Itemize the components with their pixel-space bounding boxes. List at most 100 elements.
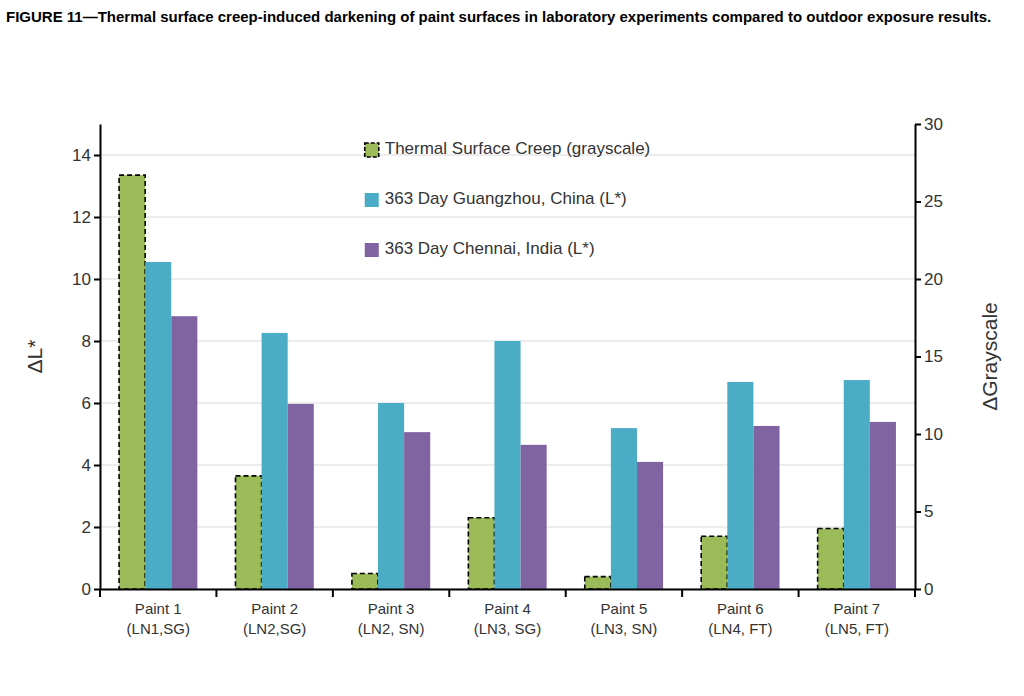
tick-label: 8 [82,332,91,351]
tick-mark [94,403,100,405]
x-axis: Paint 1 (LN1,SG) Paint 2(LN2,SG) Paint 3 (LN… [101,589,916,637]
x-boundary-tick [448,589,450,597]
tick-label: 0 [924,580,933,599]
grid-line [100,279,915,280]
grid-line [100,217,915,218]
bar [870,422,896,589]
tick-label: Paint 2(LN2,SG) [243,600,306,637]
tick-label-line: (LN5, FT) [825,620,889,637]
tick-label-line: (LN1,SG) [127,620,190,637]
tick-label-line: Paint 7 [833,600,880,617]
x-boundary-tick [681,589,683,597]
tick-label-line: Paint 6 [717,600,764,617]
tick-label: 25 [924,192,943,211]
bar [171,316,197,589]
tick-mark [915,201,921,203]
tick-label: 0 [82,580,91,599]
bar [235,476,261,589]
bar [701,536,727,589]
tick-label: 4 [82,456,91,475]
tick-label: 30 [924,115,943,134]
legend-swatch [365,243,379,257]
tick-mark [94,279,100,281]
tick-label: Paint 5(LN3, SN) [591,600,658,637]
tick-label: Paint 3 (LN2, SN) [358,600,425,637]
legend: Thermal Surface Creep (grayscale) 363 Day… [365,139,650,258]
tick-mark [915,434,921,436]
legend-item: 363 Day Chennai, India (L*) [365,239,595,258]
chart-svg: FIGURE 11—Thermal surface creep-induced … [0,0,1024,696]
tick: 12 [72,208,100,227]
tick-label: Paint 1 (LN1,SG) [127,600,190,637]
grid [100,155,915,589]
y2-axis-title: ΔGrayscale [978,302,1001,411]
tick: Paint 5(LN3, SN) [591,589,658,637]
bar [119,175,145,589]
tick-label: 10 [72,270,91,289]
tick: Paint 2(LN2,SG) [243,589,306,637]
bar [468,518,494,589]
x-boundary-tick [99,589,101,597]
tick: Paint 4 (LN3, SG) [474,589,542,637]
bar [585,577,611,589]
tick: Paint 7 (LN5, FT) [825,589,889,637]
tick-label: 20 [924,270,943,289]
bar [288,404,314,589]
tick: 4 [82,456,100,475]
tick-label: Paint 6(LN4, FT) [708,600,772,637]
axis-line [100,125,102,590]
tick-label-line: Paint 2 [251,600,298,617]
bar-series [145,262,870,589]
tick-label-line: Paint 1 [135,600,182,617]
tick: 0 [82,580,100,599]
title-line: FIGURE 11—Thermal surface creep-induced … [6,8,991,25]
x-boundary-tick [914,589,916,597]
tick-label: 12 [72,208,91,227]
bar [844,380,870,589]
tick-label: Paint 7 (LN5, FT) [825,600,889,637]
tick-mark [94,527,100,529]
bar [637,462,663,589]
tick-mark [94,155,100,157]
tick: 10 [72,270,100,289]
tick-label: 14 [72,146,91,165]
bar [611,428,637,589]
bar-series [171,316,896,589]
bar [521,445,547,589]
tick-label: 2 [82,518,91,537]
bar [494,341,520,589]
tick-mark [915,356,921,358]
legend-item: Thermal Surface Creep (grayscale) [365,139,650,158]
tick-label-line: (LN2, SN) [358,620,425,637]
axis-line [101,589,916,591]
y-axis-title: ΔL* [23,340,46,374]
tick: 30 [915,115,943,134]
tick-label-line: (LN3, SG) [474,620,542,637]
tick-label: Paint 4 (LN3, SG) [474,600,542,637]
legend-label: 363 Day Chennai, India (L*) [385,239,595,258]
bars [119,175,896,589]
x-boundary-tick [215,589,217,597]
tick-mark [94,217,100,219]
tick: 14 [72,146,100,165]
bar [352,574,378,590]
grid-line [100,589,915,590]
tick-label: 10 [924,425,943,444]
tick-label: 15 [924,347,943,366]
legend-label: 363 Day Guangzhou, China (L*) [385,189,627,208]
x-boundary-tick [565,589,567,597]
x-boundary-tick [332,589,334,597]
bar [378,403,404,589]
tick: 20 [915,270,943,289]
tick: 25 [915,192,943,211]
tick-mark [915,124,921,126]
tick: 6 [82,394,100,413]
bar [818,529,844,589]
tick: 10 [915,425,943,444]
tick-label-line: (LN3, SN) [591,620,658,637]
bar [753,426,779,589]
tick-label-line: Paint 4 [484,600,531,617]
tick-mark [915,511,921,513]
tick-label-line: Paint 3 [368,600,415,617]
legend-item: 363 Day Guangzhou, China (L*) [365,189,627,208]
